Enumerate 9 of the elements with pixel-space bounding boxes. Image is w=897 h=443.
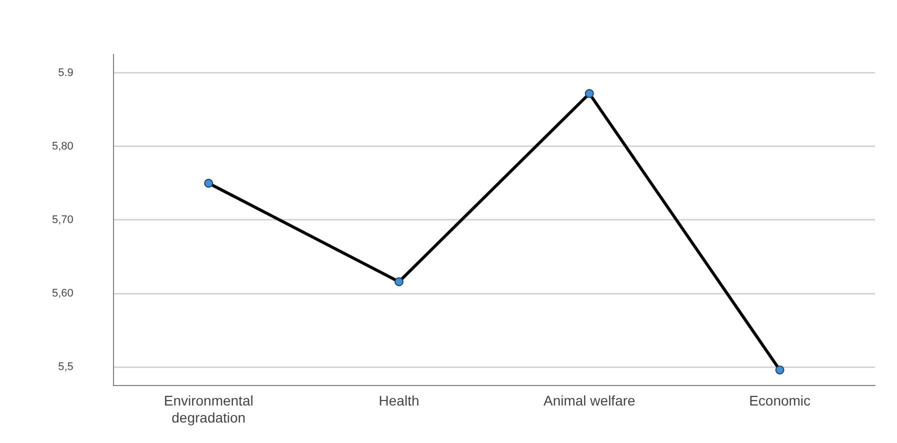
x-tick-label: Animal welfare xyxy=(543,392,636,409)
x-tick-label: Economic xyxy=(749,392,811,409)
y-tick-label: 5,80 xyxy=(52,140,74,153)
y-tick-label: 5,70 xyxy=(52,214,74,226)
y-tick-label: 5.9 xyxy=(58,67,74,80)
x-tick-label: Environmental degradation xyxy=(164,392,254,426)
x-tick-label: Health xyxy=(378,392,420,409)
y-tick-label: 5,60 xyxy=(52,288,74,300)
y-tick-label: 5,5 xyxy=(58,361,74,374)
